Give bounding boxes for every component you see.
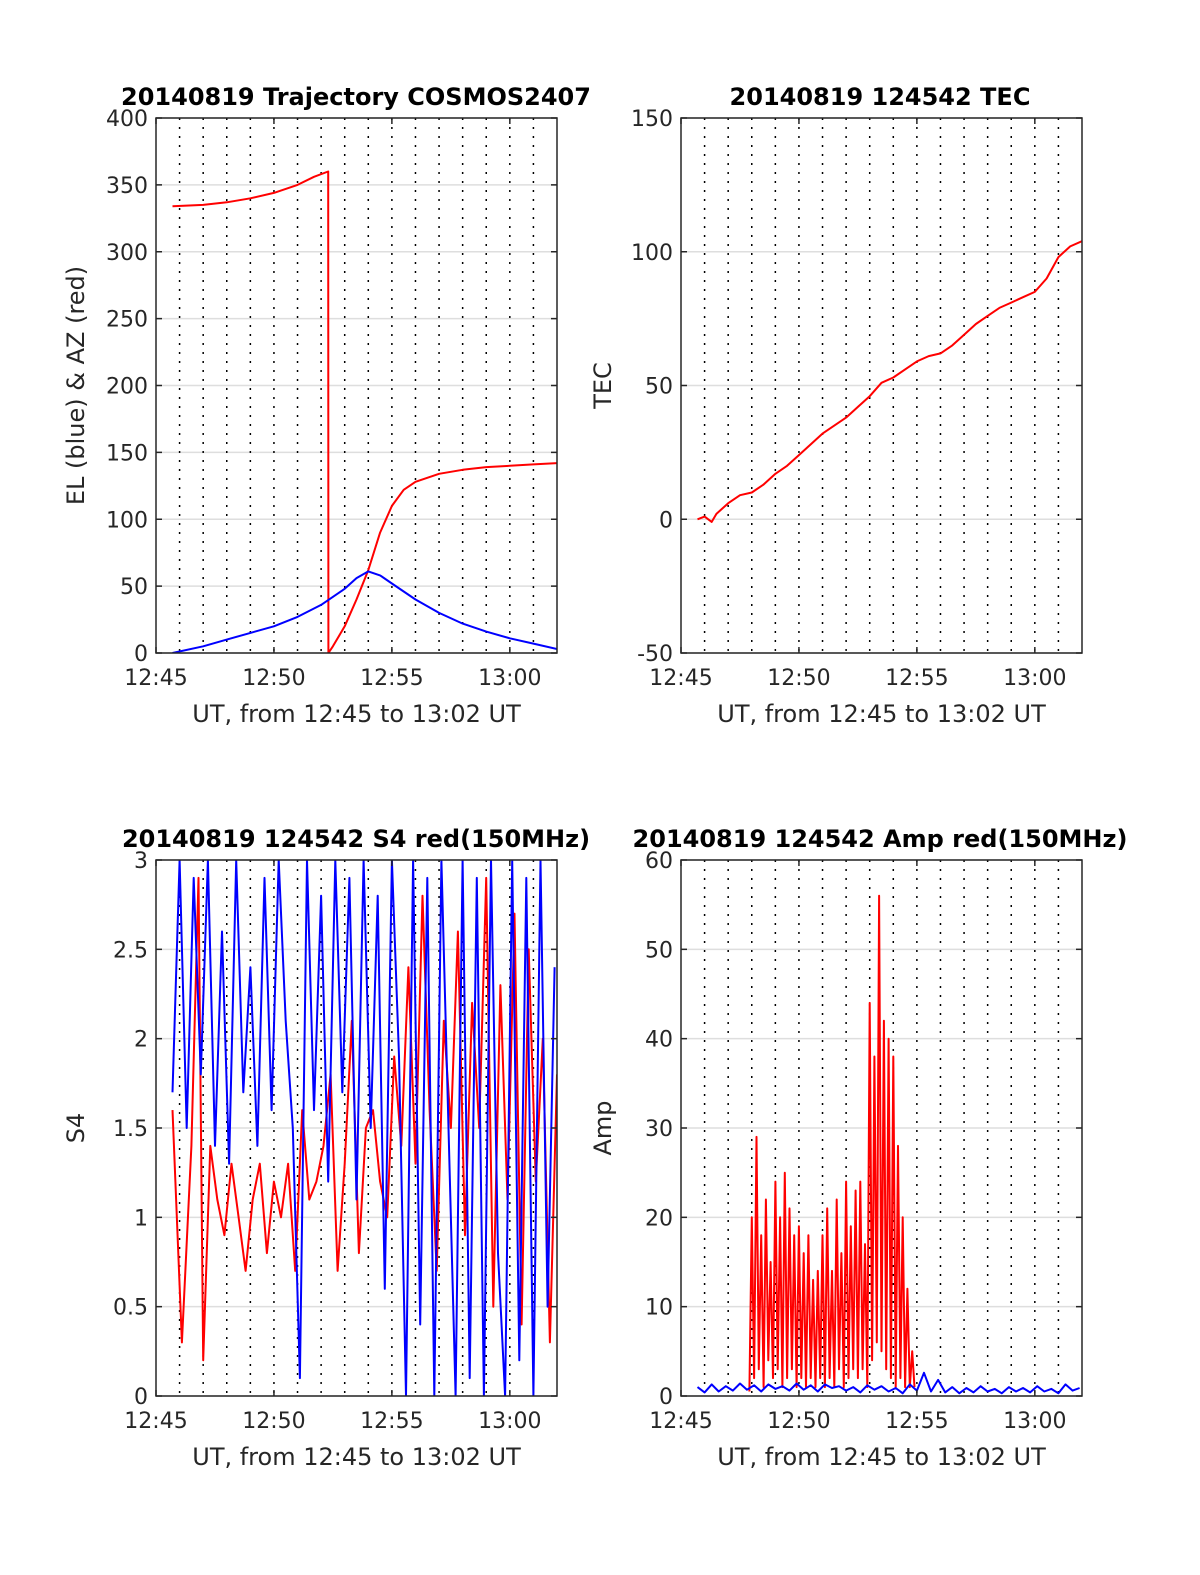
x-axis-label: UT, from 12:45 to 13:02 UT bbox=[192, 700, 521, 728]
chart-title: 20140819 124542 Amp red(150MHz) bbox=[633, 825, 1128, 853]
y-axis-label: S4 bbox=[62, 1113, 90, 1144]
chart-panel-1: 0 50 100 150 200 250 300 350 400 12:45 12:50 12:55 1… bbox=[62, 83, 591, 728]
y-tick-label: 30 bbox=[645, 1117, 673, 1142]
y-tick-label: 2 bbox=[134, 1028, 148, 1053]
y-tick-label: 0 bbox=[659, 1385, 673, 1410]
series-line-el bbox=[172, 570, 557, 653]
y-tick-label: 300 bbox=[106, 241, 148, 266]
x-tick-label: 12:45 bbox=[649, 1409, 712, 1434]
y-tick-label: 1 bbox=[134, 1206, 148, 1231]
chart-title: 20140819 124542 S4 red(150MHz) bbox=[122, 825, 590, 853]
y-tick-label: -50 bbox=[637, 642, 673, 667]
y-tick-label: 200 bbox=[106, 375, 148, 400]
y-tick-label: 0 bbox=[134, 1385, 148, 1410]
y-tick-label: 0.5 bbox=[113, 1296, 148, 1321]
x-axis-label: UT, from 12:45 to 13:02 UT bbox=[717, 1443, 1046, 1471]
y-tick-label: 0 bbox=[134, 642, 148, 667]
x-tick-label: 13:00 bbox=[478, 1409, 541, 1434]
y-axis-label: TEC bbox=[589, 362, 617, 410]
x-tick-label: 12:55 bbox=[360, 666, 423, 691]
y-tick-label: 150 bbox=[631, 107, 673, 132]
x-tick-label: 13:00 bbox=[478, 666, 541, 691]
x-tick-label: 12:55 bbox=[885, 666, 948, 691]
x-axis-label: UT, from 12:45 to 13:02 UT bbox=[717, 700, 1046, 728]
y-tick-label: 2.5 bbox=[113, 938, 148, 963]
series-line-blue bbox=[696, 1371, 1080, 1395]
y-axis-label: Amp bbox=[589, 1100, 617, 1155]
y-axis-label: EL (blue) & AZ (red) bbox=[62, 266, 90, 505]
y-tick-label: 0 bbox=[659, 508, 673, 533]
y-tick-label: 60 bbox=[645, 849, 673, 874]
x-tick-label: 13:00 bbox=[1003, 1409, 1066, 1434]
x-tick-label: 12:55 bbox=[360, 1409, 423, 1434]
x-tick-label: 12:50 bbox=[767, 1409, 830, 1434]
y-tick-label: 40 bbox=[645, 1028, 673, 1053]
series-line-tec bbox=[697, 240, 1082, 523]
x-tick-label: 12:50 bbox=[242, 666, 305, 691]
y-tick-label: 100 bbox=[631, 241, 673, 266]
series-line-az bbox=[172, 170, 557, 653]
y-tick-label: 10 bbox=[645, 1296, 673, 1321]
x-axis-label: UT, from 12:45 to 13:02 UT bbox=[192, 1443, 521, 1471]
chart-title: 20140819 124542 TEC bbox=[730, 83, 1031, 111]
y-tick-label: 150 bbox=[106, 441, 148, 466]
x-tick-label: 12:50 bbox=[242, 1409, 305, 1434]
chart-panel-2: -50 0 50 100 150 12:45 12:50 12:55 13:00 20140819… bbox=[589, 83, 1083, 728]
x-tick-label: 12:45 bbox=[124, 666, 187, 691]
y-tick-label: 20 bbox=[645, 1206, 673, 1231]
y-tick-label: 50 bbox=[645, 375, 673, 400]
y-tick-label: 350 bbox=[106, 174, 148, 199]
y-tick-label: 250 bbox=[106, 308, 148, 333]
y-tick-label: 50 bbox=[120, 575, 148, 600]
y-tick-label: 50 bbox=[645, 938, 673, 963]
chart-panel-4: 0 10 20 30 40 50 60 12:45 12:50 12:55 13:00 2014081… bbox=[589, 825, 1127, 1471]
y-tick-label: 1.5 bbox=[113, 1117, 148, 1142]
chart-title: 20140819 Trajectory COSMOS2407 bbox=[121, 83, 591, 111]
y-tick-label: 400 bbox=[106, 107, 148, 132]
x-tick-label: 12:55 bbox=[885, 1409, 948, 1434]
y-tick-label: 3 bbox=[134, 849, 148, 874]
x-tick-label: 13:00 bbox=[1003, 666, 1066, 691]
series-line-red bbox=[748, 894, 916, 1392]
x-tick-label: 12:45 bbox=[124, 1409, 187, 1434]
x-tick-label: 12:45 bbox=[649, 666, 712, 691]
x-tick-label: 12:50 bbox=[767, 666, 830, 691]
series-line-red bbox=[171, 876, 557, 1362]
chart-panel-3: 0 0.5 1 1.5 2 2.5 3 12:45 12:50 12:55 13:00 2014081… bbox=[62, 825, 590, 1471]
y-tick-label: 100 bbox=[106, 508, 148, 533]
